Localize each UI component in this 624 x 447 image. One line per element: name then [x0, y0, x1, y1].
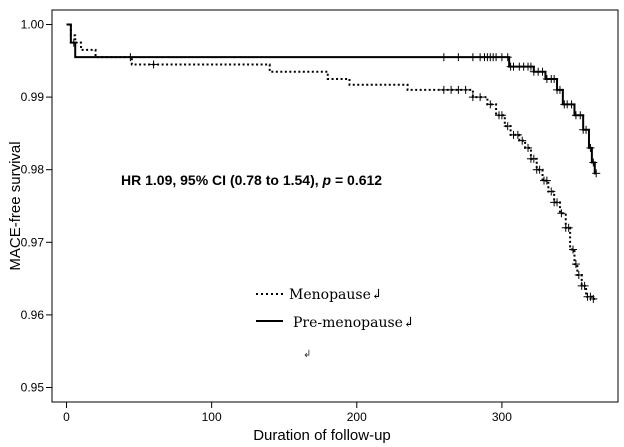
censor-mark-menopause — [149, 60, 158, 69]
x-axis-title: Duration of follow-up — [253, 427, 391, 444]
y-tick-label: 0.97 — [21, 235, 45, 249]
censor-mark-menopause — [571, 260, 580, 269]
censor-mark-menopause — [447, 85, 456, 94]
y-tick-label: 1.00 — [21, 18, 45, 32]
censor-mark-pre-menopause — [586, 143, 595, 152]
censor-mark-menopause — [503, 122, 512, 131]
censor-mark-menopause — [589, 294, 598, 303]
y-tick-label: 0.99 — [21, 90, 45, 104]
legend-label-pre-menopause: Pre-menopause↲ — [293, 315, 415, 331]
censor-mark-pre-menopause — [439, 53, 448, 62]
x-tick-label: 0 — [63, 410, 70, 424]
censor-mark-menopause — [542, 176, 551, 185]
censor-mark-menopause — [513, 130, 522, 139]
censor-mark-pre-menopause — [582, 125, 591, 134]
y-axis-title: MACE-free survival — [7, 141, 24, 270]
censor-mark-pre-menopause — [555, 85, 564, 94]
censor-mark-menopause — [476, 93, 485, 102]
censor-mark-pre-menopause — [538, 67, 547, 76]
hr-annotation: HR 1.09, 95% CI (0.78 to 1.54), p = 0.61… — [121, 172, 382, 188]
censor-mark-pre-menopause — [550, 74, 559, 83]
y-tick-label: 0.95 — [21, 380, 45, 394]
censor-mark-menopause — [454, 85, 463, 94]
hr-annotation-prefix: HR 1.09, 95% CI (0.78 to 1.54), — [121, 172, 323, 188]
censor-mark-menopause — [557, 209, 566, 218]
censor-mark-pre-menopause — [576, 111, 585, 120]
plot-frame — [51, 9, 619, 403]
series-line-menopause — [66, 23, 597, 300]
x-tick-label: 300 — [492, 410, 512, 424]
censor-mark-pre-menopause — [468, 53, 477, 62]
censor-mark-menopause — [524, 143, 533, 152]
censor-mark-menopause — [564, 223, 573, 232]
p-value: = 0.612 — [331, 172, 382, 188]
series-layer — [66, 23, 601, 303]
censor-mark-menopause — [468, 93, 477, 102]
censor-mark-menopause — [529, 154, 538, 163]
censor-mark-menopause — [461, 85, 470, 94]
censor-mark-menopause — [486, 100, 495, 109]
censor-mark-menopause — [574, 270, 583, 279]
censor-mark-pre-menopause — [503, 53, 512, 62]
legend-label-menopause: Menopause↲ — [289, 287, 383, 303]
censor-mark-menopause — [580, 281, 589, 290]
censor-mark-menopause — [569, 245, 578, 254]
censor-mark-pre-menopause — [592, 169, 601, 178]
censor-mark-menopause — [547, 187, 556, 196]
x-tick-label: 100 — [202, 410, 222, 424]
censor-mark-menopause — [553, 198, 562, 207]
censor-mark-pre-menopause — [69, 38, 78, 47]
y-axis: 0.95 0.96 0.97 0.98 0.99 1.00 — [21, 18, 52, 394]
censor-mark-menopause — [535, 165, 544, 174]
x-tick-label: 200 — [347, 410, 367, 424]
p-symbol: p — [322, 172, 332, 188]
censor-mark-pre-menopause — [567, 100, 576, 109]
censor-mark-menopause — [497, 111, 506, 120]
censor-mark-menopause — [439, 85, 448, 94]
y-tick-label: 0.96 — [21, 308, 45, 322]
series-line-pre-menopause — [66, 23, 597, 175]
censor-mark-pre-menopause — [454, 53, 463, 62]
legend-return-mark: ↲ — [303, 349, 311, 360]
censor-mark-pre-menopause — [589, 158, 598, 167]
legend: Menopause↲ Pre-menopause↲ ↲ — [256, 287, 415, 360]
x-axis: 0 100 200 300 — [63, 402, 512, 424]
censor-mark-menopause — [518, 136, 527, 145]
y-tick-label: 0.98 — [21, 163, 45, 177]
censor-mark-pre-menopause — [526, 62, 535, 71]
